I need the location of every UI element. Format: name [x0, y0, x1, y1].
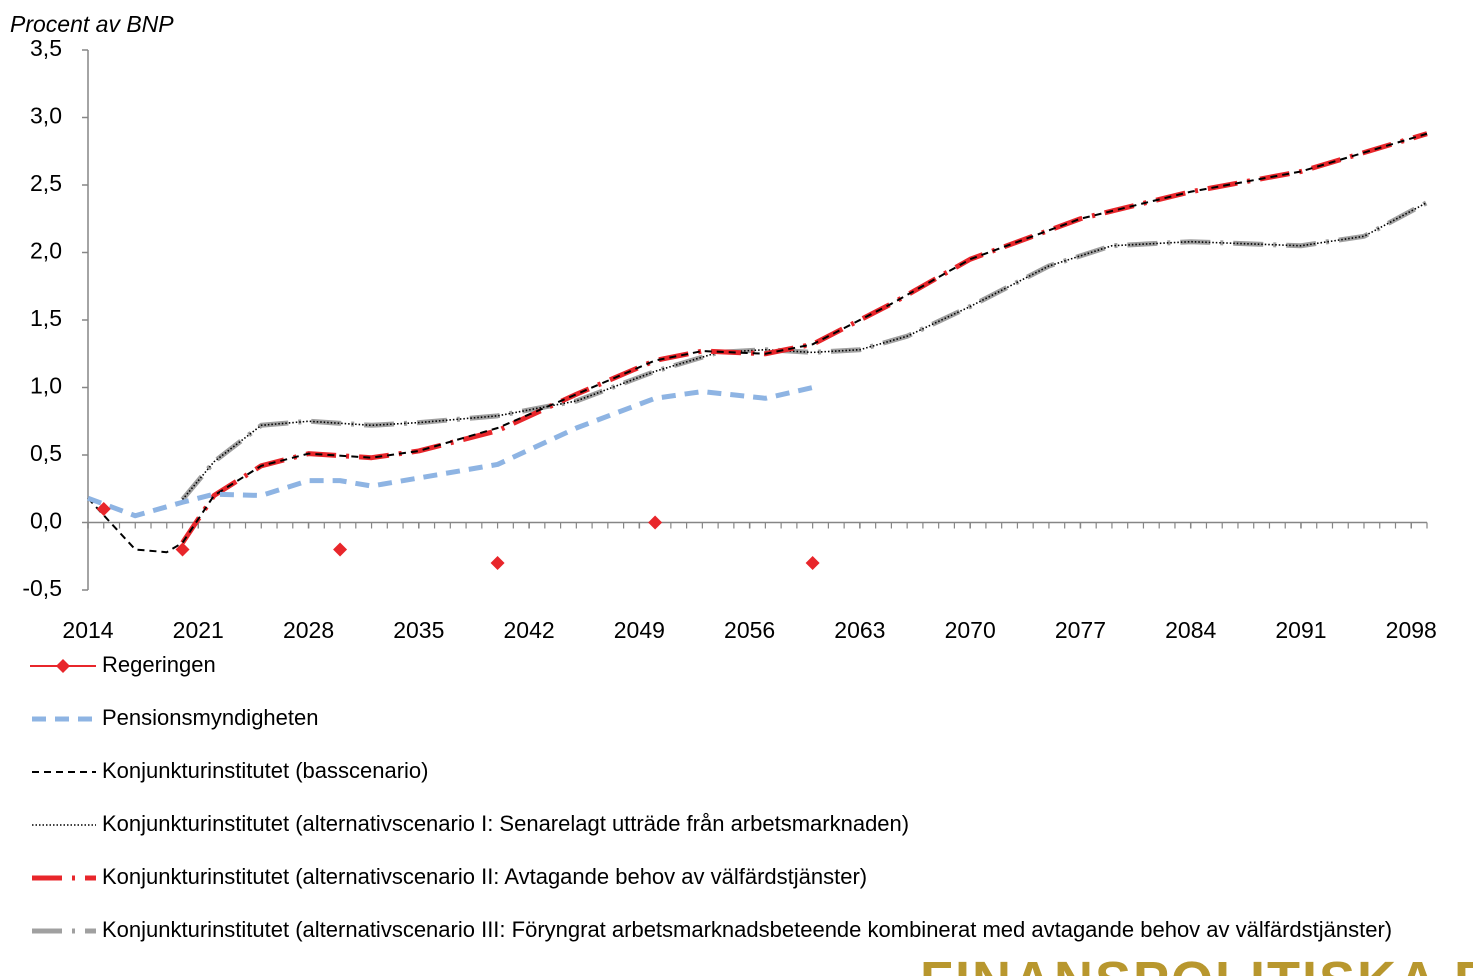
x-tick-label: 2021: [173, 617, 224, 643]
x-tick-label: 2084: [1165, 617, 1216, 643]
logo: FINANSPOLITISKA R: [920, 950, 1473, 976]
y-tick-label: 0,5: [30, 440, 62, 466]
x-tick-label: 2091: [1275, 617, 1326, 643]
legend-marker: [56, 659, 70, 673]
x-tick-label: 2056: [724, 617, 775, 643]
marker: [333, 542, 348, 557]
marker: [805, 556, 820, 570]
y-tick-label: 3,0: [30, 103, 62, 129]
legend-item: Konjunkturinstitutet (alternativscenario…: [30, 917, 1470, 970]
y-axis-label: Procent av BNP: [10, 11, 174, 37]
legend-item: Pensionsmyndigheten: [30, 705, 1470, 758]
legend-swatch: [32, 716, 96, 722]
x-tick-label: 2070: [945, 617, 996, 643]
x-tick-label: 2098: [1386, 617, 1437, 643]
x-tick-label: 2014: [62, 617, 113, 643]
chart: Procent av BNP -0,5 0,0 0,5 1,0 1,5 2,0 2,5 3,0…: [10, 11, 1437, 643]
y-tick-label: 2,5: [30, 170, 62, 196]
legend: Regeringen Pensionsmyndigheten Konjunkturi…: [30, 652, 1470, 970]
marker: [648, 515, 663, 530]
x-tick-label: 2035: [393, 617, 444, 643]
y-tick-label: 0,0: [30, 508, 62, 534]
marker: [175, 542, 190, 557]
legend-swatch: [32, 771, 96, 773]
legend-label: Konjunkturinstitutet (basscenario): [102, 758, 429, 783]
y-tick-label: 1,0: [30, 373, 62, 399]
marker: [96, 502, 111, 516]
legend-label: Regeringen: [102, 652, 216, 677]
legend-item: Regeringen: [30, 652, 1470, 705]
x-tick-label: 2028: [283, 617, 334, 643]
y-tick-label: 1,5: [30, 305, 62, 331]
series-line: [181, 201, 1428, 501]
legend-swatch: [32, 824, 96, 826]
y-tick-label: -0,5: [22, 575, 62, 601]
legend-swatch: [30, 659, 96, 673]
series-line: [87, 385, 814, 519]
legend-label: Konjunkturinstitutet (alternativscenario…: [102, 917, 1393, 942]
x-tick-label: 2063: [834, 617, 885, 643]
legend-item: Konjunkturinstitutet (alternativscenario…: [30, 811, 1470, 864]
x-tick-label: 2049: [614, 617, 665, 643]
series-line: [87, 132, 1428, 554]
x-tick-label: 2077: [1055, 617, 1106, 643]
y-tick-label: 2,0: [30, 238, 62, 264]
marker: [490, 556, 505, 570]
legend-swatch: [32, 928, 96, 934]
legend-label: Pensionsmyndigheten: [102, 705, 319, 730]
y-tick-label: 3,5: [30, 35, 62, 61]
legend-item: Konjunkturinstitutet (alternativscenario…: [30, 864, 1470, 917]
legend-item: Konjunkturinstitutet (basscenario): [30, 758, 1470, 811]
legend-label: Konjunkturinstitutet (alternativscenario…: [102, 811, 910, 836]
x-tick-label: 2042: [503, 617, 554, 643]
legend-label: Konjunkturinstitutet (alternativscenario…: [102, 864, 868, 889]
legend-swatch: [32, 875, 96, 881]
series-line: [180, 200, 1429, 502]
series-line: [180, 131, 1428, 545]
